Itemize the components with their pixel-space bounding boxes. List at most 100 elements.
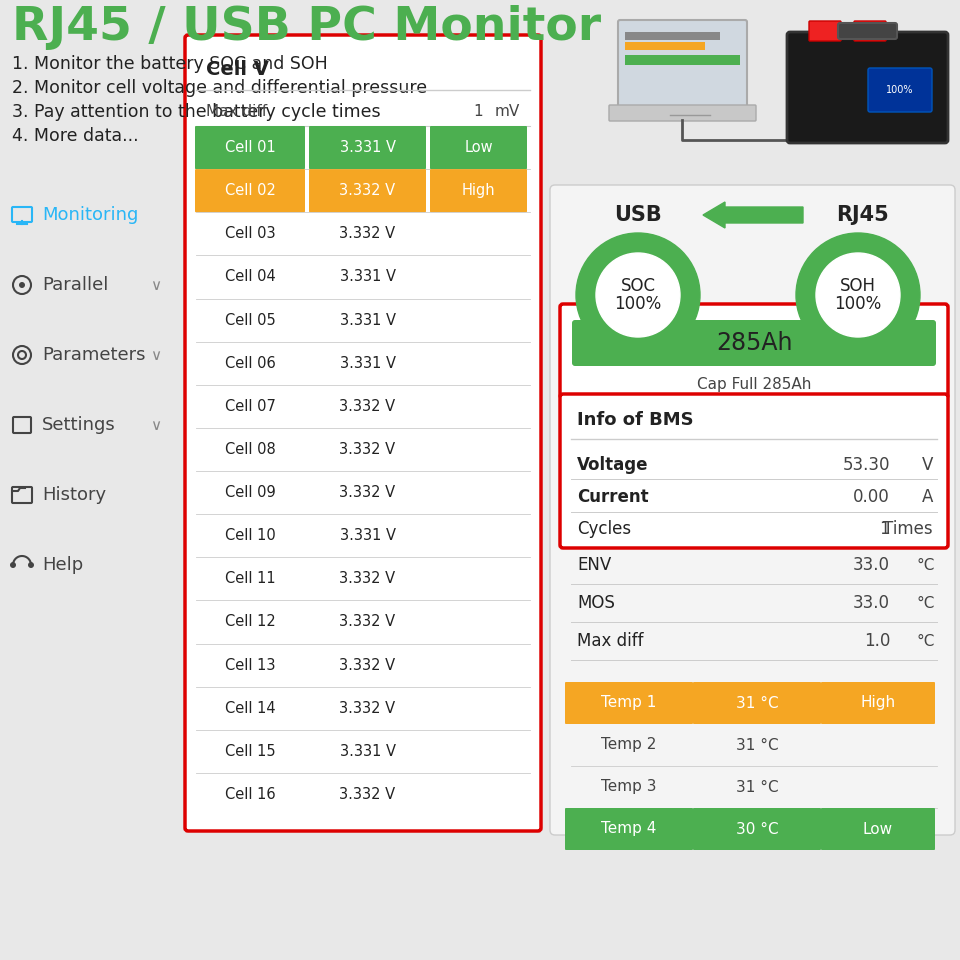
FancyBboxPatch shape [565, 808, 693, 850]
Text: Cell 06: Cell 06 [225, 356, 276, 371]
Text: Cell 03: Cell 03 [225, 227, 276, 241]
Text: Max diff: Max diff [577, 632, 643, 650]
Text: Parameters: Parameters [42, 346, 146, 364]
Text: Cycles: Cycles [577, 520, 631, 538]
FancyBboxPatch shape [560, 304, 948, 398]
Text: Cell 08: Cell 08 [225, 442, 276, 457]
Circle shape [576, 233, 700, 357]
Text: Cell 05: Cell 05 [225, 313, 276, 327]
Text: RJ45 / USB PC Monitor: RJ45 / USB PC Monitor [12, 5, 601, 50]
FancyBboxPatch shape [185, 35, 541, 831]
FancyBboxPatch shape [838, 23, 897, 39]
Text: 3.332 V: 3.332 V [340, 701, 396, 716]
Text: 3.332 V: 3.332 V [340, 658, 396, 673]
Text: Voltage: Voltage [577, 456, 649, 474]
Text: °C: °C [917, 634, 935, 649]
Text: A: A [922, 488, 933, 506]
Text: mV: mV [494, 105, 520, 119]
Text: Settings: Settings [42, 416, 116, 434]
Text: 33.0: 33.0 [853, 594, 890, 612]
Text: 3.332 V: 3.332 V [340, 398, 396, 414]
Text: Cap Full 285Ah: Cap Full 285Ah [697, 377, 811, 393]
Text: Temp 2: Temp 2 [601, 737, 657, 753]
Text: 1: 1 [473, 105, 483, 119]
FancyBboxPatch shape [609, 105, 756, 121]
Text: 100%: 100% [886, 85, 914, 95]
Text: Max diff: Max diff [206, 105, 267, 119]
Text: Monitoring: Monitoring [42, 206, 138, 224]
FancyBboxPatch shape [821, 808, 935, 850]
FancyBboxPatch shape [809, 21, 841, 41]
Text: 3.331 V: 3.331 V [340, 270, 396, 284]
Text: 0.00: 0.00 [853, 488, 890, 506]
FancyBboxPatch shape [572, 320, 936, 366]
Text: SOC: SOC [620, 277, 656, 295]
FancyBboxPatch shape [309, 169, 426, 212]
Text: Cell V: Cell V [206, 60, 269, 79]
Text: ∨: ∨ [150, 277, 161, 293]
Text: 1. Monitor the battery SOC and SOH: 1. Monitor the battery SOC and SOH [12, 55, 327, 73]
Text: 3.332 V: 3.332 V [340, 183, 396, 198]
Text: V: V [922, 456, 933, 474]
Text: Cell 01: Cell 01 [225, 140, 276, 156]
Text: 3.331 V: 3.331 V [340, 140, 396, 156]
Text: Temp 3: Temp 3 [601, 780, 657, 795]
Text: Cell 11: Cell 11 [225, 571, 276, 587]
Text: Temp 4: Temp 4 [601, 822, 657, 836]
Text: Help: Help [42, 556, 84, 574]
Text: Parallel: Parallel [42, 276, 108, 294]
FancyBboxPatch shape [550, 185, 955, 835]
Text: Cell 15: Cell 15 [225, 744, 276, 758]
Text: 3.332 V: 3.332 V [340, 442, 396, 457]
Text: Low: Low [863, 822, 893, 836]
FancyBboxPatch shape [430, 169, 527, 212]
Text: °C: °C [917, 558, 935, 572]
Text: 3. Pay attention to the battery cycle times: 3. Pay attention to the battery cycle ti… [12, 103, 380, 121]
Text: High: High [860, 695, 896, 710]
Text: 3.331 V: 3.331 V [340, 528, 396, 543]
Text: 33.0: 33.0 [853, 556, 890, 574]
FancyBboxPatch shape [560, 394, 948, 548]
Text: Times: Times [883, 520, 933, 538]
Text: 100%: 100% [614, 295, 661, 313]
Circle shape [10, 562, 16, 568]
Text: Low: Low [465, 140, 492, 156]
Text: 2. Monitor cell voltage and differential pressure: 2. Monitor cell voltage and differential… [12, 79, 427, 97]
FancyBboxPatch shape [821, 682, 935, 724]
Text: ENV: ENV [577, 556, 612, 574]
Text: 31 °C: 31 °C [735, 780, 779, 795]
FancyBboxPatch shape [195, 126, 305, 169]
FancyBboxPatch shape [195, 169, 305, 212]
Circle shape [796, 233, 920, 357]
Text: ∨: ∨ [150, 418, 161, 433]
Text: ∨: ∨ [150, 348, 161, 363]
FancyBboxPatch shape [693, 808, 821, 850]
FancyBboxPatch shape [625, 42, 705, 50]
Text: 30 °C: 30 °C [735, 822, 779, 836]
Text: RJ45: RJ45 [836, 205, 889, 225]
Text: 3.331 V: 3.331 V [340, 313, 396, 327]
FancyBboxPatch shape [618, 20, 747, 109]
FancyBboxPatch shape [309, 126, 426, 169]
Text: 100%: 100% [834, 295, 881, 313]
Text: °C: °C [917, 595, 935, 611]
Text: 53.30: 53.30 [843, 456, 890, 474]
Text: Cell 13: Cell 13 [225, 658, 276, 673]
Circle shape [28, 562, 34, 568]
Circle shape [19, 282, 25, 288]
Text: 4. More data...: 4. More data... [12, 127, 138, 145]
Text: USB: USB [614, 205, 661, 225]
Text: Current: Current [577, 488, 649, 506]
Text: Cell 02: Cell 02 [225, 183, 276, 198]
Text: 31 °C: 31 °C [735, 737, 779, 753]
Text: SOH: SOH [840, 277, 876, 295]
FancyBboxPatch shape [565, 682, 693, 724]
Text: 3.331 V: 3.331 V [340, 356, 396, 371]
FancyArrow shape [703, 202, 803, 228]
Circle shape [816, 253, 900, 337]
Text: Cell 16: Cell 16 [225, 787, 276, 802]
Text: Cell 09: Cell 09 [225, 485, 276, 500]
Text: History: History [42, 486, 107, 504]
Text: 31 °C: 31 °C [735, 695, 779, 710]
Text: 1.0: 1.0 [864, 632, 890, 650]
